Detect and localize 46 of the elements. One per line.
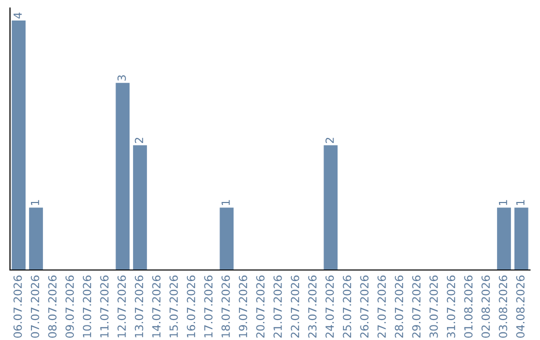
data-label: 2: [134, 138, 144, 144]
x-tick-label: 16.07.2026: [186, 276, 196, 338]
bar: [497, 208, 511, 270]
bar: [514, 208, 528, 270]
x-tick-label: 26.07.2026: [360, 276, 369, 338]
x-tick-label: 30.07.2026: [429, 276, 438, 338]
x-tick-label: 17.07.2026: [204, 276, 213, 338]
x-tick-label: 09.07.2026: [65, 276, 74, 338]
x-tick-label: 13.07.2026: [134, 276, 144, 338]
x-tick-label: 15.07.2026: [169, 276, 178, 338]
x-tick-label: 11.07.2026: [100, 276, 109, 338]
x-tick-label: 12.07.2026: [117, 276, 126, 338]
bar: [220, 208, 234, 270]
x-tick-label: 25.07.2026: [342, 276, 352, 338]
x-tick-label: 22.07.2026: [290, 276, 300, 338]
data-label: 1: [222, 200, 230, 206]
x-tick-label: 21.07.2026: [273, 276, 282, 338]
data-label: 1: [516, 200, 524, 206]
data-label: 2: [325, 138, 334, 144]
x-tick-label: 01.08.2026: [464, 276, 473, 338]
x-tick-label: 18.07.2026: [221, 276, 230, 338]
x-tick-label: 03.08.2026: [498, 276, 508, 338]
bar: [12, 20, 26, 270]
bar: [133, 145, 147, 270]
x-tick-label: 02.08.2026: [481, 276, 490, 338]
x-tick-label: 20.07.2026: [256, 276, 265, 338]
data-label: 3: [117, 75, 126, 81]
x-tick-label: 07.07.2026: [30, 276, 40, 338]
bar: [324, 145, 338, 270]
x-tick-label: 19.07.2026: [238, 276, 248, 338]
x-tick-label: 06.07.2026: [13, 276, 22, 338]
x-tick-label: 29.07.2026: [412, 276, 421, 338]
data-label: 1: [498, 200, 508, 206]
x-tick-label: 23.07.2026: [308, 276, 317, 338]
bar: [116, 82, 130, 270]
x-tick-label: 31.07.2026: [446, 276, 456, 338]
x-tick-label: 27.07.2026: [377, 276, 386, 338]
data-label: 4: [14, 12, 22, 19]
data-label: 1: [30, 200, 40, 206]
x-tick-label: 10.07.2026: [82, 276, 92, 338]
bar: [29, 208, 43, 270]
x-tick-label: 08.07.2026: [48, 276, 57, 338]
x-tick-label: 04.08.2026: [516, 276, 525, 338]
x-tick-label: 28.07.2026: [394, 276, 404, 338]
x-tick-label: 14.07.2026: [152, 276, 161, 338]
x-tick-label: 24.07.2026: [325, 276, 334, 338]
